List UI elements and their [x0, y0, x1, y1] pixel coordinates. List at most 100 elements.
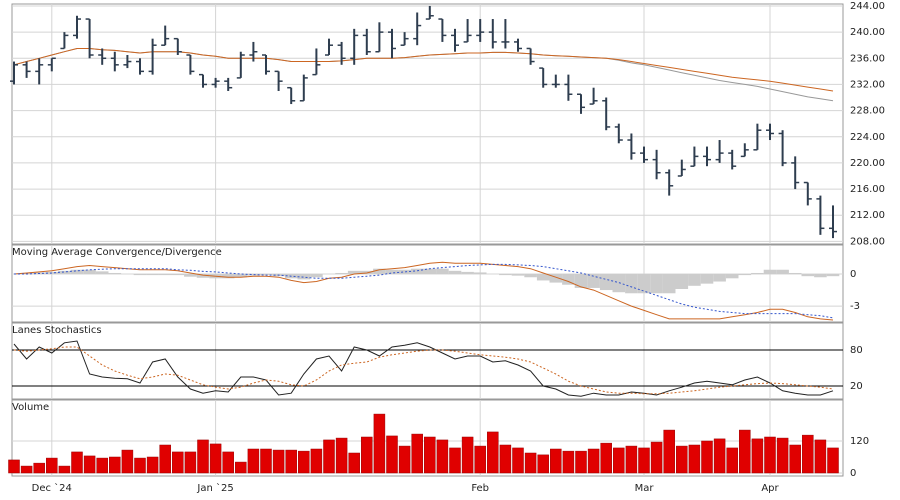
- histogram-bar: [637, 274, 651, 294]
- histogram-bar: [133, 274, 147, 276]
- histogram-bar: [221, 274, 235, 279]
- volume-bar: [71, 451, 83, 474]
- volume-bar: [474, 445, 486, 474]
- volume-bar: [676, 445, 688, 474]
- volume-bar: [562, 450, 575, 474]
- y-tick-label: 80: [850, 345, 863, 356]
- y-tick-label: 224.00: [850, 132, 885, 143]
- volume-bar: [587, 448, 600, 474]
- volume-bar: [776, 437, 789, 474]
- histogram-bar: [688, 274, 701, 286]
- x-tick-label: Jan `25: [196, 482, 233, 494]
- volume-bar: [348, 452, 360, 474]
- histogram-bar: [625, 274, 638, 294]
- x-tick-label: Mar: [635, 483, 655, 494]
- panel-title: Lanes Stochastics: [12, 325, 102, 336]
- volume-bar: [550, 448, 562, 474]
- y-tick-label: 244.00: [850, 1, 885, 12]
- volume-bar: [411, 433, 423, 474]
- volume-bar: [739, 429, 751, 474]
- x-tick-label: Feb: [471, 483, 489, 494]
- histogram-bar: [801, 274, 815, 277]
- histogram-bar: [310, 274, 323, 278]
- volume-bar: [33, 462, 45, 474]
- volume-bar: [298, 450, 310, 474]
- volume-bar: [184, 451, 197, 474]
- volume-bar: [373, 413, 386, 474]
- histogram-bar: [536, 274, 550, 281]
- y-tick-label: 216.00: [850, 184, 885, 195]
- volume-bar: [46, 457, 58, 474]
- histogram-bar: [423, 268, 437, 275]
- volume-bar: [398, 445, 411, 474]
- histogram-bar: [662, 274, 676, 294]
- y-tick-label: 20: [850, 381, 863, 392]
- volume-bar: [159, 444, 171, 474]
- volume-bar: [512, 447, 524, 474]
- volume-bar: [436, 439, 449, 474]
- histogram-bar: [814, 274, 827, 278]
- histogram-bar: [58, 270, 71, 275]
- line: [13, 346, 834, 395]
- volume-bar: [764, 436, 776, 474]
- y-tick-label: 208.00: [850, 236, 885, 247]
- volume-bar: [726, 447, 738, 474]
- volume-bar: [172, 451, 184, 474]
- histogram-bar: [826, 274, 840, 277]
- volume-bar: [109, 456, 121, 474]
- histogram-bar: [763, 269, 777, 275]
- volume-bar: [600, 442, 612, 474]
- y-tick-label: 236.00: [850, 53, 885, 64]
- y-tick-label: 0: [850, 269, 856, 280]
- histogram-bar: [574, 274, 588, 288]
- volume-bar: [361, 436, 373, 474]
- volume-bar: [827, 447, 839, 474]
- histogram-bar: [335, 272, 348, 275]
- histogram-bar: [725, 274, 739, 279]
- y-tick-label: 232.00: [850, 79, 885, 90]
- histogram-bar: [448, 270, 462, 275]
- histogram-bar: [650, 274, 663, 294]
- histogram-bar: [713, 274, 726, 282]
- line: [13, 48, 834, 92]
- x-tick-label: Apr: [761, 483, 779, 494]
- volume-bar: [96, 457, 108, 474]
- volume-bar: [487, 431, 499, 474]
- histogram-bar: [373, 268, 386, 275]
- volume-bar: [499, 444, 512, 474]
- histogram-bar: [549, 274, 563, 283]
- histogram-bar: [599, 274, 613, 291]
- histogram-bar: [436, 268, 449, 275]
- y-tick-label: 120: [850, 436, 869, 447]
- volume-bar: [814, 439, 827, 474]
- volume-bar: [524, 452, 537, 474]
- histogram-bar: [562, 274, 575, 285]
- histogram-bar: [108, 272, 122, 275]
- volume-bar: [8, 459, 20, 474]
- histogram-bar: [461, 271, 474, 275]
- y-tick-label: -3: [850, 301, 860, 312]
- volume-bar: [789, 444, 801, 474]
- histogram-bar: [259, 274, 273, 276]
- volume-bar: [247, 448, 260, 474]
- histogram-bar: [95, 271, 109, 275]
- volume-bar: [449, 447, 461, 474]
- histogram-bar: [738, 274, 752, 276]
- histogram-bar: [385, 269, 399, 275]
- histogram-bar: [247, 274, 260, 276]
- volume-bar: [83, 455, 96, 474]
- histogram-bar: [70, 269, 84, 275]
- line: [14, 263, 834, 319]
- histogram-bar: [146, 274, 159, 276]
- y-tick-label: 0: [850, 468, 856, 479]
- volume-bar: [335, 437, 348, 474]
- volume-bar: [461, 436, 474, 474]
- panel-title: Moving Average Convergence/Divergence: [12, 247, 222, 258]
- volume-bar: [285, 449, 297, 474]
- y-tick-label: 220.00: [850, 158, 885, 169]
- histogram-bar: [499, 274, 512, 276]
- line: [13, 261, 834, 321]
- volume-bar: [58, 465, 71, 474]
- volume-bar: [20, 465, 33, 474]
- volume-bar: [713, 438, 726, 474]
